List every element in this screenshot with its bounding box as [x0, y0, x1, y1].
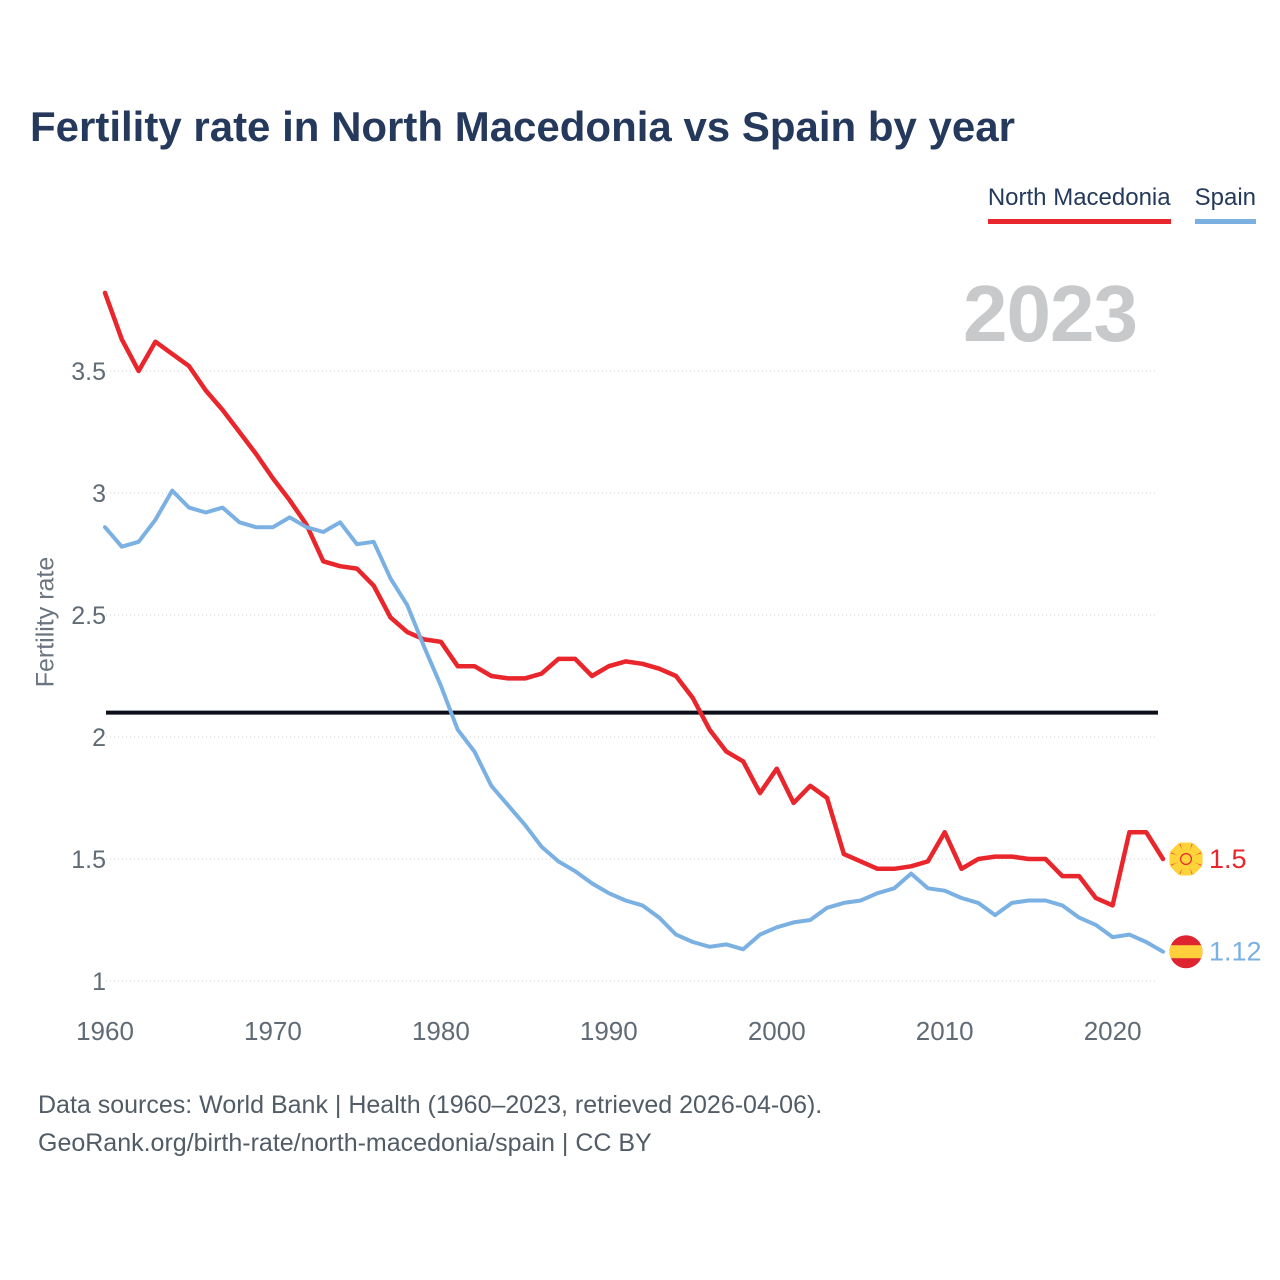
north-macedonia-flag-icon — [1169, 842, 1203, 876]
x-tick-label: 1990 — [580, 1016, 638, 1046]
y-tick-label: 3.5 — [71, 358, 106, 386]
north-macedonia-line — [102, 290, 1166, 908]
x-tick-labels: 1960 1970 1980 1990 2000 2010 2020 — [76, 1016, 1141, 1046]
legend-item-spain[interactable]: Spain — [1194, 184, 1256, 224]
x-tick-label: 1980 — [412, 1016, 470, 1046]
spain-line — [103, 488, 1165, 954]
page-title: Fertility rate in North Macedonia vs Spa… — [30, 103, 1015, 150]
north-macedonia-value-label: 1.5 — [1209, 844, 1247, 874]
footer-data-sources: Data sources: World Bank | Health (1960–… — [38, 1091, 823, 1119]
x-tick-label: 1960 — [76, 1016, 134, 1046]
spain-flag-icon — [1169, 935, 1203, 969]
footer: Data sources: World Bank | Health (1960–… — [38, 1086, 822, 1162]
x-tick-label: 2010 — [916, 1016, 974, 1046]
x-tick-label: 2020 — [1084, 1016, 1142, 1046]
y-tick-label: 2.5 — [71, 602, 106, 630]
year-watermark: 2023 — [963, 269, 1138, 358]
y-tick-label: 3 — [92, 480, 106, 508]
x-tick-label: 2000 — [748, 1016, 806, 1046]
x-tick-label: 1970 — [244, 1016, 302, 1046]
spain-value-label: 1.12 — [1209, 937, 1262, 967]
footer-attribution: GeoRank.org/birth-rate/north-macedonia/s… — [38, 1129, 652, 1157]
y-tick-label: 1.5 — [71, 846, 106, 874]
y-tick-labels: 1 1.5 2 2.5 3 3.5 — [71, 358, 106, 996]
legend-item-north-macedonia[interactable]: North Macedonia — [987, 184, 1171, 224]
y-tick-label: 2 — [92, 724, 106, 752]
legend: North Macedonia Spain — [987, 184, 1256, 224]
y-tick-label: 1 — [92, 968, 106, 996]
